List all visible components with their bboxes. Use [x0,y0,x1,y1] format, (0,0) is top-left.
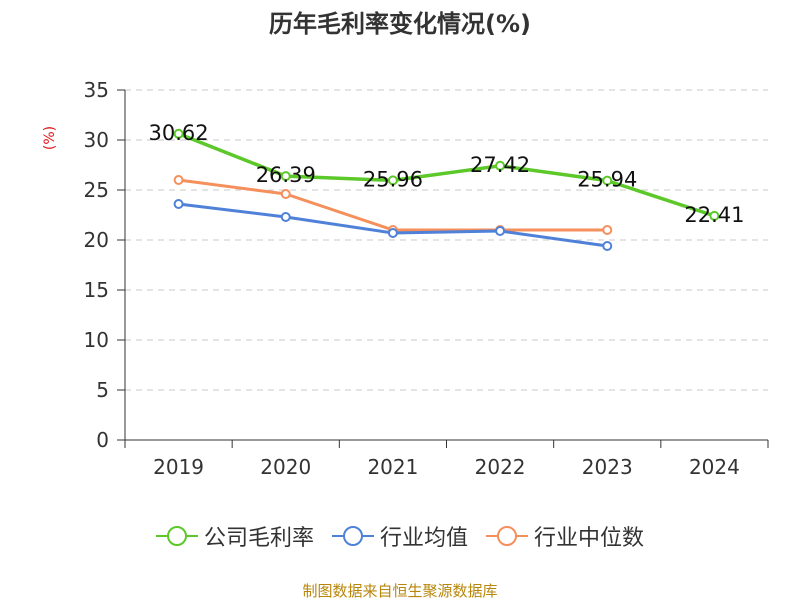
data-point [602,241,613,251]
y-tick-label: 35 [84,78,109,102]
legend-item-company[interactable]: 公司毛利率 [155,520,314,552]
x-tick-label: 2024 [689,455,740,479]
x-tick-label: 2023 [582,455,633,479]
legend: 公司毛利率 行业均值 行业中位数 [0,520,800,552]
legend-label: 行业均值 [379,526,468,551]
data-point [173,175,184,185]
y-tick-label: 10 [84,328,109,352]
x-tick-label: 2020 [260,455,311,479]
data-point [709,210,720,221]
legend-marker-icon [486,525,528,547]
y-tick-label: 15 [84,278,109,302]
x-tick-label: 2019 [153,455,204,479]
legend-item-industry-median[interactable]: 行业中位数 [486,520,644,552]
data-label: 25.94 [577,168,637,192]
x-tick-label: 2022 [475,455,526,479]
data-point [387,228,398,238]
legend-marker-icon [155,525,198,547]
data-point [387,175,398,186]
data-point [495,160,506,171]
y-tick-label: 30 [84,128,109,152]
x-tick-label: 2021 [367,455,418,479]
y-tick-label: 25 [84,178,109,202]
data-point [280,189,291,199]
series-line [177,132,715,218]
y-tick-label: 5 [96,378,109,402]
legend-label: 公司毛利率 [203,526,314,551]
data-point [280,212,291,222]
chart-title: 历年毛利率变化情况(%) [269,10,531,38]
data-label: 25.96 [363,167,423,191]
y-tick-label: 0 [96,428,109,452]
y-tick-label: 20 [84,228,109,252]
data-point [280,171,291,182]
data-label: 27.42 [470,153,530,177]
data-label: 26.39 [256,163,316,187]
data-point [173,128,184,139]
legend-label: 行业中位数 [534,526,645,551]
data-label: 30.62 [149,121,209,145]
data-point [495,226,506,236]
legend-marker-icon [331,525,374,547]
data-label: 22.41 [684,203,744,227]
data-point [602,175,613,186]
legend-item-industry-mean[interactable]: 行业均值 [331,520,468,552]
data-point [602,225,613,235]
data-source-note: 制图数据来自恒生聚源数据库 [302,582,498,600]
data-point [173,199,184,209]
